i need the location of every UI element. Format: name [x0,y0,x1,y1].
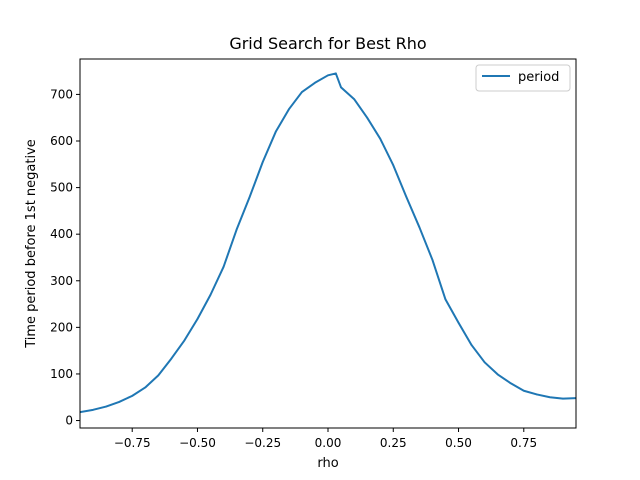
data-point [457,321,460,324]
data-point [248,196,251,198]
data-point [327,74,329,77]
x-tick-label: 0.00 [315,436,342,450]
y-tick-label: 300 [50,274,73,288]
data-point [335,72,337,75]
data-point [444,298,447,301]
data-point [301,91,303,93]
data-point [418,226,421,228]
data-point [183,339,186,342]
x-axis-label: rho [317,456,338,471]
data-point [392,164,395,167]
y-tick-label: 600 [50,134,73,148]
data-point [105,405,107,408]
data-point [562,397,564,400]
y-tick-label: 400 [50,227,73,241]
data-point [536,393,538,396]
x-axis-ticks: −0.75 −0.50 −0.25 0.00 0.25 0.50 0.75 [114,428,537,450]
data-point [483,361,486,364]
y-tick-label: 0 [65,414,73,428]
y-tick-label: 700 [50,87,73,101]
x-tick-label: 0.50 [445,436,472,450]
y-tick-label: 500 [50,181,73,195]
legend-label-period: period [518,70,559,85]
data-point [522,389,525,392]
x-tick-label: 0.75 [510,436,537,450]
data-point [431,259,434,261]
chart-title: Grid Search for Best Rho [229,34,426,53]
data-point [222,266,225,268]
data-point [340,86,342,89]
data-point [118,401,120,403]
x-tick-label: 0.25 [380,436,407,450]
data-point [144,386,147,389]
data-point [470,344,473,346]
data-point [92,409,94,411]
y-tick-label: 100 [50,367,73,381]
legend-box [475,64,571,92]
data-point [196,318,199,320]
data-point [549,396,551,399]
y-axis-ticks: 0 100 200 300 400 500 600 700 [50,87,80,428]
y-axis-label: Time period before 1st negative [24,139,39,349]
data-point [170,357,173,360]
series-line-period [80,72,576,414]
y-tick-label: 200 [50,320,73,334]
data-point [209,293,212,296]
data-point [496,373,499,376]
legend: period [475,64,571,92]
data-point [131,395,134,397]
x-tick-label: −0.75 [114,436,151,450]
data-point [366,116,368,119]
data-point [261,161,264,163]
data-point [353,98,355,100]
data-point [314,81,316,84]
x-tick-label: −0.50 [179,436,216,450]
data-point [509,382,512,385]
x-tick-label: −0.25 [244,436,281,450]
data-point [157,374,160,377]
data-point [274,130,277,133]
data-point [379,137,382,140]
data-point [405,196,408,198]
data-point [288,108,290,111]
line-layer [80,72,576,414]
data-point [235,228,238,231]
